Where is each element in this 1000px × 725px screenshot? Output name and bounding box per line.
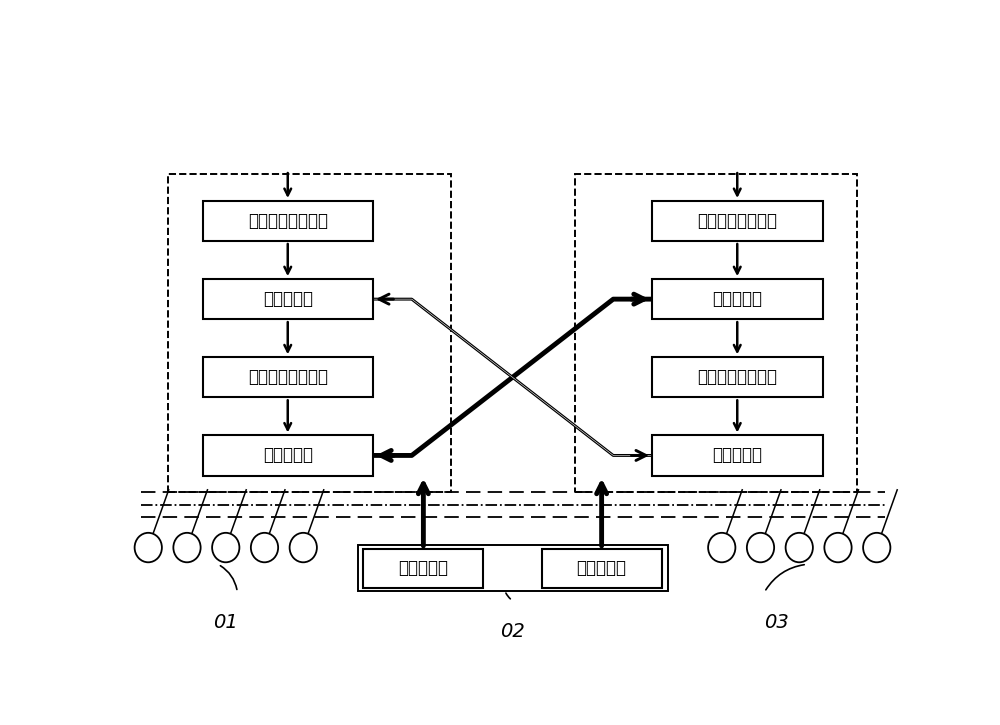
Bar [542,549,662,588]
Text: 02: 02 [500,622,525,641]
Text: 03: 03 [764,613,788,632]
Text: 左腿支撑相: 左腿支撑相 [263,290,313,308]
Bar [652,357,822,397]
Bar [202,357,373,397]
Bar [652,201,822,241]
Bar [574,173,857,492]
Bar [202,201,373,241]
Bar [363,549,483,588]
Bar [168,173,450,492]
Text: 双腿站立相（前）: 双腿站立相（前） [248,212,328,230]
Bar [652,279,822,319]
Bar [202,435,373,476]
Text: 右腿支撑相: 右腿支撑相 [712,290,762,308]
Bar [358,544,668,591]
Bar [652,435,822,476]
Bar [202,279,373,319]
Text: 双腿站立相（后）: 双腿站立相（后） [248,368,328,386]
Text: 左腿摆动相: 左腿摆动相 [263,447,313,465]
Text: 01: 01 [213,613,238,632]
Text: 左触发元件: 左触发元件 [398,559,448,577]
Text: 右触发元件: 右触发元件 [577,559,627,577]
Text: 右腿摆动相: 右腿摆动相 [712,447,762,465]
Text: 双腿站立相（后）: 双腿站立相（后） [697,368,777,386]
Text: 双腿站立相（前）: 双腿站立相（前） [697,212,777,230]
